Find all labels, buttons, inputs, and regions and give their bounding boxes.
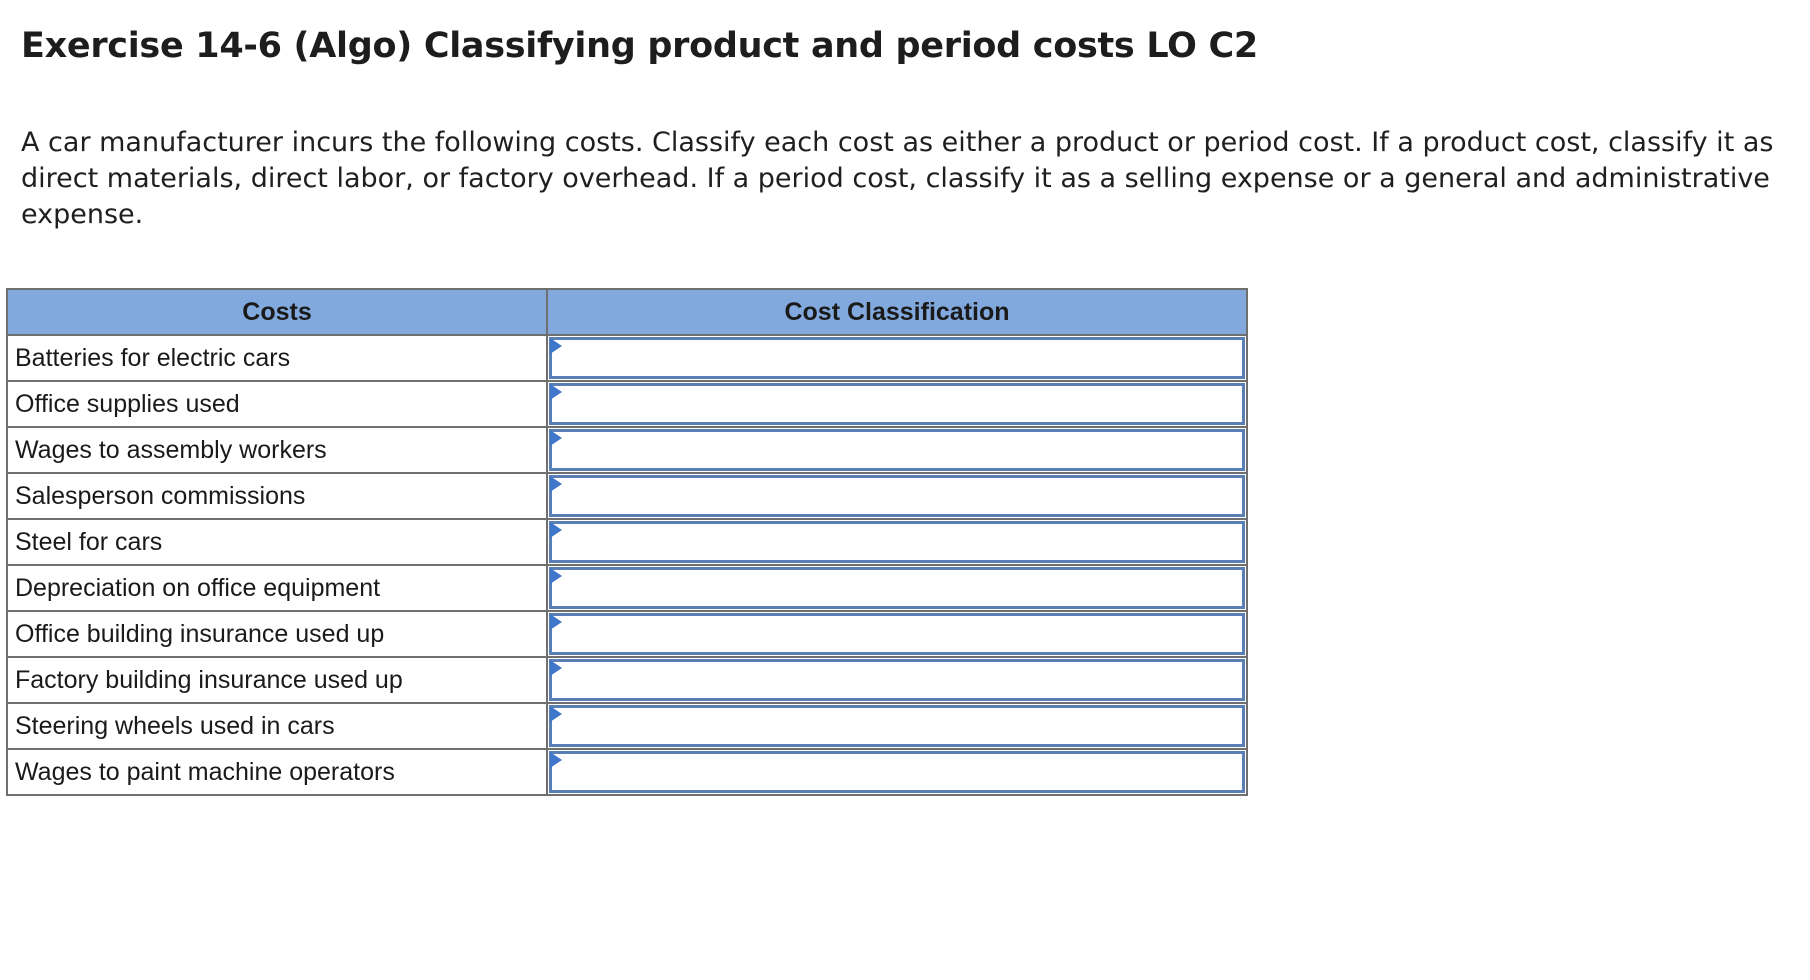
cost-label: Wages to paint machine operators: [6, 748, 548, 796]
classification-dropdown[interactable]: [549, 613, 1245, 655]
classification-cell: [546, 702, 1248, 750]
dropdown-marker-icon: [550, 384, 562, 400]
classification-dropdown[interactable]: [549, 705, 1245, 747]
cost-classification-column-header: Cost Classification: [546, 288, 1248, 336]
table-row: Steering wheels used in cars: [6, 702, 1248, 750]
classification-dropdown[interactable]: [549, 659, 1245, 701]
table-row: Steel for cars: [6, 518, 1248, 566]
page-title: Exercise 14-6 (Algo) Classifying product…: [21, 26, 1258, 66]
table-row: Wages to assembly workers: [6, 426, 1248, 474]
classification-cell: [546, 426, 1248, 474]
table-header-row: Costs Cost Classification: [6, 288, 1248, 336]
exercise-page: Exercise 14-6 (Algo) Classifying product…: [21, 0, 1791, 230]
dropdown-marker-icon: [550, 568, 562, 584]
costs-column-header: Costs: [6, 288, 548, 336]
table-row: Office building insurance used up: [6, 610, 1248, 658]
classification-cell: [546, 518, 1248, 566]
classification-cell: [546, 610, 1248, 658]
dropdown-marker-icon: [550, 752, 562, 768]
cost-label: Steel for cars: [6, 518, 548, 566]
table-row: Factory building insurance used up: [6, 656, 1248, 704]
table-row: Depreciation on office equipment: [6, 564, 1248, 612]
dropdown-marker-icon: [550, 476, 562, 492]
dropdown-marker-icon: [550, 522, 562, 538]
classification-dropdown[interactable]: [549, 475, 1245, 517]
cost-label: Depreciation on office equipment: [6, 564, 548, 612]
cost-label: Factory building insurance used up: [6, 656, 548, 704]
dropdown-marker-icon: [550, 660, 562, 676]
cost-label: Salesperson commissions: [6, 472, 548, 520]
classification-cell: [546, 380, 1248, 428]
dropdown-marker-icon: [550, 614, 562, 630]
classification-dropdown[interactable]: [549, 383, 1245, 425]
classification-dropdown[interactable]: [549, 567, 1245, 609]
table-row: Wages to paint machine operators: [6, 748, 1248, 796]
instructions-text: A car manufacturer incurs the following …: [21, 127, 1774, 230]
cost-classification-table: Costs Cost Classification Batteries for …: [6, 288, 1248, 796]
table-row: Batteries for electric cars: [6, 334, 1248, 382]
classification-cell: [546, 656, 1248, 704]
dropdown-marker-icon: [550, 430, 562, 446]
classification-cell: [546, 472, 1248, 520]
classification-dropdown[interactable]: [549, 521, 1245, 563]
table-row: Office supplies used: [6, 380, 1248, 428]
dropdown-marker-icon: [550, 338, 562, 354]
classification-dropdown[interactable]: [549, 751, 1245, 793]
classification-cell: [546, 334, 1248, 382]
cost-label: Wages to assembly workers: [6, 426, 548, 474]
classification-cell: [546, 564, 1248, 612]
cost-label: Batteries for electric cars: [6, 334, 548, 382]
classification-dropdown[interactable]: [549, 429, 1245, 471]
classification-dropdown[interactable]: [549, 337, 1245, 379]
cost-label: Office supplies used: [6, 380, 548, 428]
cost-label: Office building insurance used up: [6, 610, 548, 658]
dropdown-marker-icon: [550, 706, 562, 722]
table-row: Salesperson commissions: [6, 472, 1248, 520]
cost-label: Steering wheels used in cars: [6, 702, 548, 750]
classification-cell: [546, 748, 1248, 796]
